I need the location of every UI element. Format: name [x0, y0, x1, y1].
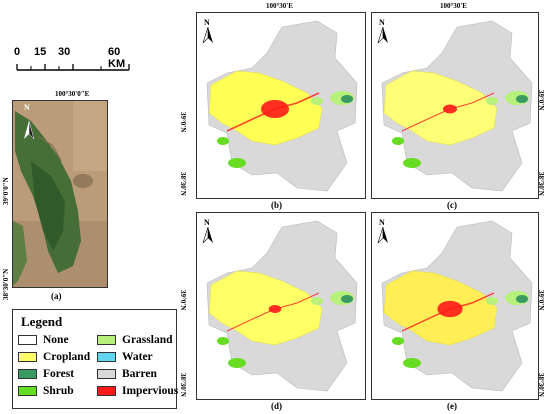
panel-d-map: N [196, 212, 366, 400]
legend-swatch-impervious [97, 386, 116, 396]
shrub-patch [228, 358, 246, 368]
land-cover-map [381, 220, 533, 392]
impervious-road [226, 92, 320, 132]
shrub-patch [403, 358, 421, 368]
north-arrow-icon: N [202, 218, 213, 243]
legend-label-shrub: Shrub [43, 385, 74, 397]
scale-tick-60: 60 KM [108, 46, 126, 70]
caption-c: (c) [447, 200, 457, 210]
legend-item-cropland: Cropland [18, 351, 90, 363]
legend-swatch-forest [18, 369, 37, 379]
shrub-patch [217, 137, 229, 145]
north-label: N [204, 218, 210, 227]
overview-north-label: N [24, 103, 30, 112]
overview-lat-2: 38°30'0"N [2, 268, 10, 300]
satellite-image [13, 101, 107, 287]
land-cover-map [381, 20, 533, 192]
legend-item-impervious: Impervious [97, 385, 178, 397]
shrub-patch [228, 158, 246, 168]
north-arrow-icon [24, 120, 35, 139]
north-arrow-icon: N [377, 218, 388, 243]
grassland-patch [311, 297, 323, 305]
land-cover-map [206, 20, 358, 192]
shrub-patch [392, 137, 404, 145]
overview-top-coord: 100°30'0"E [55, 90, 90, 98]
legend-label-grassland: Grassland [122, 334, 173, 346]
scale-bar-graphic [16, 64, 130, 71]
panel-b-map: N [196, 12, 366, 199]
shrub-patch [217, 337, 229, 345]
grassland-patch [311, 97, 323, 105]
north-arrow-icon: N [377, 18, 388, 43]
grassland-patch [486, 297, 498, 305]
legend-label-barren: Barren [122, 368, 157, 380]
grassland-patch [486, 97, 498, 105]
legend-label-impervious: Impervious [122, 385, 179, 397]
legend-item-water: Water [97, 351, 153, 363]
legend-title: Legend [21, 314, 63, 329]
overview-satellite-map: N [12, 100, 108, 288]
overview-lat-1: 39°0'0"N [2, 177, 10, 205]
north-label: N [204, 18, 210, 27]
legend-item-grassland: Grassland [97, 334, 173, 346]
legend-item-shrub: Shrub [18, 385, 74, 397]
legend-swatch-barren [97, 369, 116, 379]
caption-b: (b) [271, 200, 282, 210]
legend-swatch-grassland [97, 335, 116, 345]
caption-d: (d) [271, 401, 282, 411]
legend-label-cropland: Cropland [43, 351, 91, 363]
legend-item-forest: Forest [18, 368, 74, 380]
legend-item-barren: Barren [97, 368, 157, 380]
panel-d-lat-2: 38°30'N [179, 373, 187, 397]
scale-tick-0: 0 [14, 46, 21, 58]
forest-patch [341, 95, 353, 103]
legend-swatch-shrub [18, 386, 37, 396]
panel-d-lat-1: 39°0'N [179, 290, 187, 311]
legend-label-none: None [43, 334, 69, 346]
legend-label-forest: Forest [43, 368, 75, 380]
north-label: N [379, 18, 385, 27]
impervious-road [401, 292, 495, 332]
scale-bar: 0 15 30 60 KM [14, 46, 130, 76]
north-label: N [379, 218, 385, 227]
panel-b-lat-1: 39°0'N [179, 112, 187, 133]
caption-e: (e) [447, 401, 457, 411]
land-cover-map [206, 220, 358, 392]
forest-patch [341, 295, 353, 303]
legend: Legend None Cropland Forest Shrub Grassl… [12, 309, 178, 409]
impervious-road [226, 292, 320, 332]
panel-c-map: N [371, 12, 539, 199]
legend-item-none: None [18, 334, 69, 346]
legend-swatch-water [97, 352, 116, 362]
panel-b-top-coord: 100°30'E [266, 2, 293, 10]
caption-a: (a) [51, 291, 62, 301]
shrub-patch [403, 158, 421, 168]
north-arrow-icon: N [202, 18, 213, 43]
scale-tick-15: 15 [34, 46, 47, 58]
panel-c-top-coord: 100°30'E [440, 2, 467, 10]
forest-patch [516, 295, 528, 303]
impervious-road [401, 92, 495, 132]
shrub-patch [392, 337, 404, 345]
legend-label-water: Water [122, 351, 153, 363]
legend-swatch-none [18, 335, 37, 345]
legend-swatch-cropland [18, 352, 37, 362]
scale-tick-30: 30 [58, 46, 71, 58]
panel-e-map: N [371, 212, 539, 400]
forest-patch [516, 95, 528, 103]
panel-b-lat-2: 38°30'N [179, 172, 187, 196]
